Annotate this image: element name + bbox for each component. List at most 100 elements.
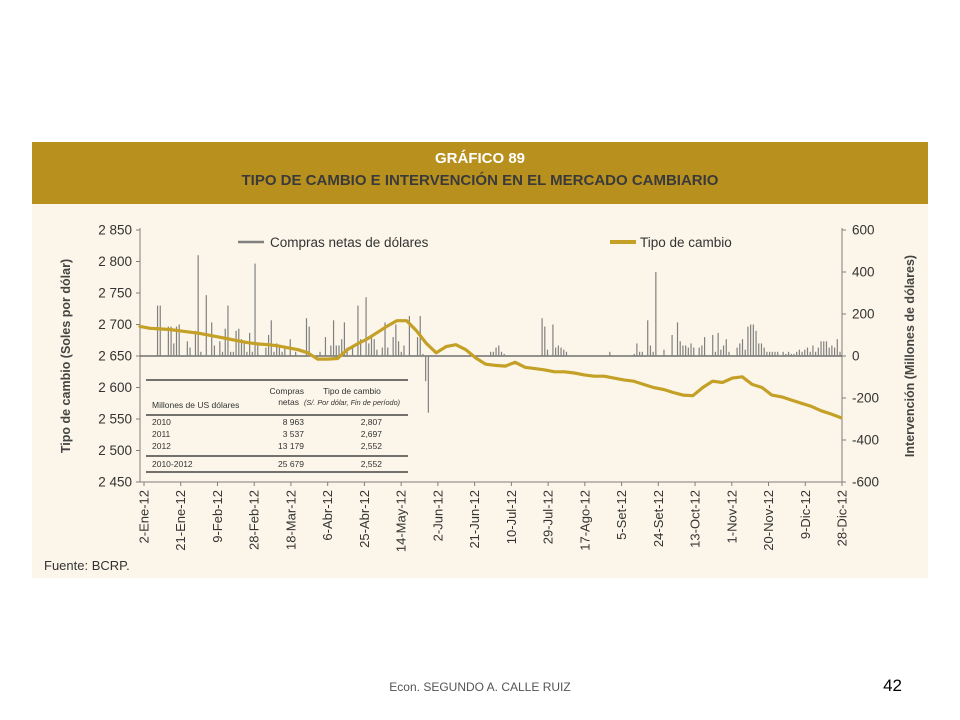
intervention-bar — [232, 351, 234, 356]
intervention-bar — [368, 343, 370, 356]
x-tick-label: 17-Ago-12 — [577, 490, 592, 551]
intervention-bar — [270, 320, 272, 356]
x-tick-label: 10-Jul-12 — [504, 490, 519, 544]
intervention-bar — [281, 351, 283, 356]
intervention-bar — [341, 339, 343, 356]
intervention-bar — [365, 297, 367, 356]
chart-source: Fuente: BCRP. — [44, 558, 130, 573]
left-tick-label: 2 750 — [98, 286, 132, 301]
intervention-bar — [825, 341, 828, 356]
x-tick-label: 28-Dic-12 — [835, 490, 850, 546]
intervention-bar — [798, 349, 800, 356]
intervention-bar — [712, 335, 714, 356]
intervention-bar — [305, 318, 308, 356]
x-tick-label: 2-Jun-12 — [430, 490, 445, 541]
intervention-bar — [796, 351, 798, 356]
intervention-bar — [376, 349, 378, 356]
intervention-bar — [793, 353, 795, 356]
x-tick-label: 20-Nov-12 — [761, 490, 776, 551]
x-tick-label: 29-Jul-12 — [541, 490, 556, 544]
intervention-bar — [360, 339, 362, 356]
table-cell-compras: 13 179 — [278, 441, 304, 451]
table-cell-tc: 2,807 — [361, 417, 383, 427]
intervention-bar — [703, 337, 706, 356]
intervention-bar — [276, 343, 278, 356]
intervention-bar — [806, 347, 809, 356]
intervention-bar — [400, 351, 402, 356]
intervention-bar — [557, 345, 559, 356]
intervention-bar — [638, 351, 641, 356]
table-cell-compras: 3 537 — [283, 429, 305, 439]
intervention-bar — [820, 341, 822, 356]
intervention-bar — [221, 351, 224, 356]
intervention-bar — [728, 351, 730, 356]
intervention-bar — [186, 341, 188, 356]
intervention-bar — [200, 351, 202, 356]
intervention-bar — [768, 351, 771, 356]
table-cell-tc: 2,552 — [361, 441, 383, 451]
x-tick-label: 18-Mar-12 — [283, 490, 298, 550]
intervention-bar — [546, 349, 549, 356]
table-cell-year: 2010 — [152, 417, 171, 427]
intervention-bar — [254, 263, 256, 356]
intervention-bar — [324, 337, 327, 356]
intervention-bar — [671, 335, 673, 356]
intervention-bar — [178, 324, 180, 356]
intervention-bar — [251, 351, 253, 356]
intervention-bar — [284, 347, 286, 356]
chart-svg: 2 850 2 800 2 750 2 700 2 650 2 600 2 550 2 500… — [59, 223, 917, 553]
intervention-bar — [752, 324, 754, 356]
left-tick-label: 2 650 — [98, 349, 132, 364]
intervention-bar — [698, 347, 700, 356]
intervention-bar — [308, 326, 310, 356]
intervention-bar — [685, 345, 687, 356]
intervention-bar — [633, 353, 635, 356]
intervention-bar — [167, 326, 169, 356]
intervention-bar — [490, 351, 492, 356]
intervention-bar — [495, 347, 497, 356]
intervention-bar — [544, 326, 546, 356]
right-tick-label: -200 — [852, 391, 879, 406]
intervention-bar — [785, 353, 787, 356]
left-tick-label: 2 700 — [98, 317, 132, 332]
chart-figure: GRÁFICO 89 TIPO DE CAMBIO E INTERVENCIÓN… — [32, 142, 928, 578]
intervention-bar — [687, 347, 689, 356]
intervention-bar — [541, 318, 543, 356]
left-tick-label: 2 600 — [98, 380, 132, 395]
intervention-bar — [790, 353, 792, 356]
table-header-compras: Compras — [270, 386, 304, 396]
intervention-bar — [211, 322, 213, 356]
table-cell-tc: 2,552 — [361, 459, 383, 469]
intervention-bar — [758, 343, 760, 356]
intervention-bar — [839, 351, 841, 356]
y-axis-right-title: Intervención (Millones de dólares) — [903, 255, 917, 457]
right-tick-label: 600 — [852, 223, 875, 238]
intervention-bar — [357, 305, 359, 356]
intervention-bar — [227, 305, 229, 356]
footer-author: Econ. SEGUNDO A. CALLE RUIZ — [389, 680, 571, 694]
chart-title: TIPO DE CAMBIO E INTERVENCIÓN EN EL MERC… — [241, 172, 719, 189]
intervention-bar — [647, 320, 649, 356]
intervention-bar — [338, 345, 340, 356]
intervention-bar — [500, 351, 503, 356]
x-tick-label: 6-Abr-12 — [320, 490, 335, 541]
table-cell-tc: 2,697 — [361, 429, 383, 439]
intervention-bar — [351, 347, 354, 356]
intervention-bar — [273, 351, 275, 356]
intervention-bar — [641, 351, 643, 356]
intervention-bar — [804, 349, 806, 356]
intervention-bar — [701, 345, 703, 356]
intervention-bar — [720, 349, 722, 356]
left-tick-label: 2 550 — [98, 412, 132, 427]
x-tick-label: 21-Jun-12 — [467, 490, 482, 549]
intervention-bar — [552, 324, 554, 356]
table-header-tc: (S/. Por dólar, Fin de período) — [304, 398, 400, 407]
intervention-bar — [173, 343, 175, 356]
intervention-bar — [392, 337, 394, 356]
intervention-bar — [295, 351, 297, 356]
left-tick-label: 2 500 — [98, 443, 132, 458]
intervention-bar — [335, 345, 337, 356]
x-tick-label: 14-May-12 — [394, 490, 409, 552]
intervention-bar — [736, 347, 738, 356]
intervention-bar — [563, 349, 565, 356]
